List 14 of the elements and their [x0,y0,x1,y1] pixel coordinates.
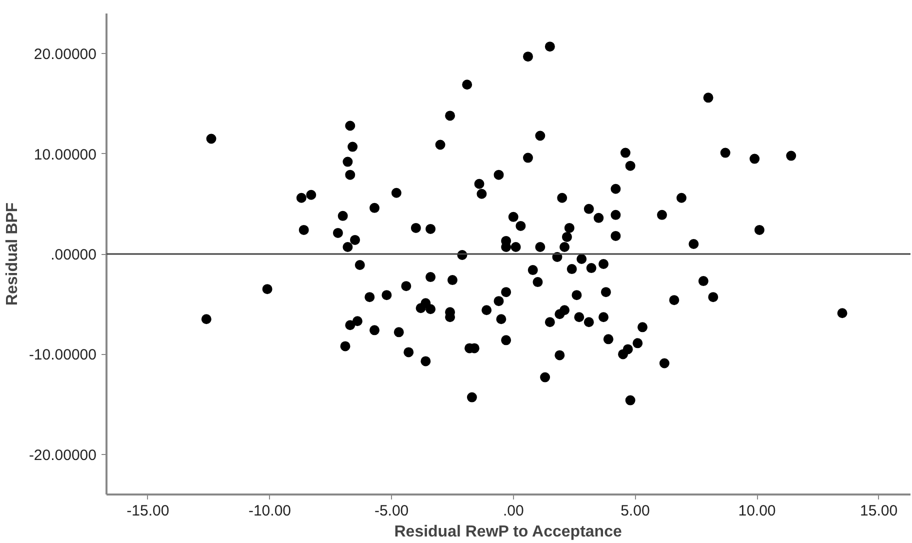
y-tick-label: -10.00000 [28,346,97,364]
y-tick-label: -20.00000 [28,446,97,464]
x-axis-title: Residual RewP to Acceptance [394,524,622,540]
y-tick-label: 20.00000 [34,46,97,64]
x-tick-label: .00 [502,502,524,520]
x-tick-label: 5.00 [620,502,650,520]
x-tick-label: -15.00 [126,502,170,520]
y-tick-label: 10.00000 [34,146,97,164]
x-tick-label: -5.00 [374,502,409,520]
y-tick-label: .00000 [50,246,97,264]
x-tick-label: -10.00 [248,502,292,520]
x-tick-label: 10.00 [738,502,776,520]
x-tick-label: 15.00 [860,502,898,520]
y-axis-title: Residual BPF [4,202,21,306]
